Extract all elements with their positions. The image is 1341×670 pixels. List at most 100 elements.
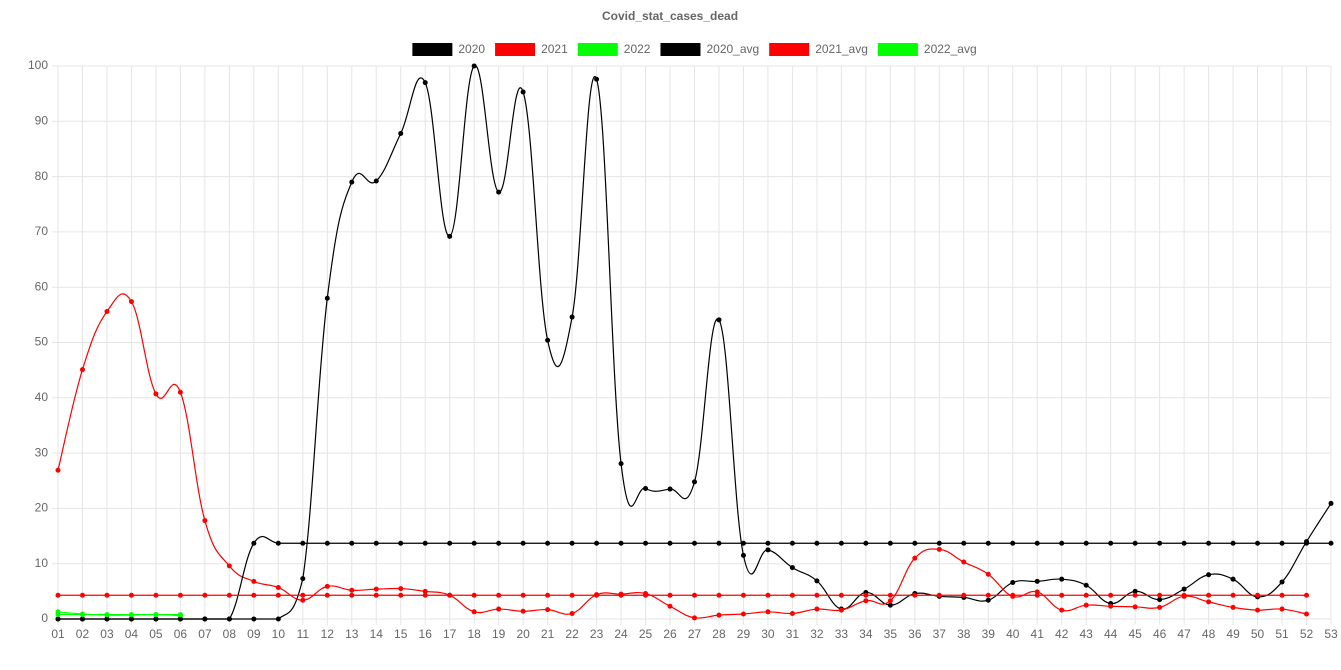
x-tick-label: 46 <box>1153 627 1167 641</box>
data-point <box>765 609 771 615</box>
data-point <box>667 592 673 598</box>
data-point <box>1157 597 1163 603</box>
data-point <box>226 563 232 569</box>
data-point <box>912 555 918 561</box>
x-tick-label: 05 <box>149 627 163 641</box>
x-tick-label: 31 <box>786 627 800 641</box>
data-point <box>1108 603 1114 609</box>
data-point <box>349 592 355 598</box>
data-point <box>300 597 306 603</box>
data-point <box>177 616 183 622</box>
data-point <box>1206 572 1212 578</box>
legend-label: 2020_avg <box>706 42 759 56</box>
data-point <box>471 609 477 615</box>
data-point <box>1132 540 1138 546</box>
data-point <box>471 63 477 69</box>
data-point <box>226 616 232 622</box>
data-point <box>985 592 991 598</box>
data-point <box>1157 540 1163 546</box>
data-point <box>740 540 746 546</box>
data-point <box>545 337 551 343</box>
y-tick-label: 80 <box>35 169 49 183</box>
x-tick-label: 06 <box>174 627 188 641</box>
data-point <box>863 592 869 598</box>
data-point <box>422 540 428 546</box>
x-tick-label: 13 <box>345 627 359 641</box>
data-point <box>1083 540 1089 546</box>
x-tick-label: 14 <box>370 627 384 641</box>
x-tick-label: 24 <box>614 627 628 641</box>
data-point <box>153 616 159 622</box>
data-point <box>153 612 159 618</box>
x-tick-label: 37 <box>933 627 947 641</box>
data-point <box>716 317 722 323</box>
data-point <box>520 89 526 95</box>
data-point <box>1059 576 1065 582</box>
data-point <box>128 592 134 598</box>
legend-label: 2021_avg <box>815 42 868 56</box>
data-point <box>618 461 624 467</box>
data-point <box>569 592 575 598</box>
y-tick-label: 40 <box>35 390 49 404</box>
data-point <box>936 592 942 598</box>
data-point <box>765 540 771 546</box>
data-point <box>324 295 330 301</box>
data-point <box>985 597 991 603</box>
data-point <box>667 486 673 492</box>
data-point <box>912 540 918 546</box>
x-tick-label: 21 <box>541 627 555 641</box>
data-point <box>177 612 183 618</box>
data-point <box>961 592 967 598</box>
data-point <box>667 603 673 609</box>
data-point <box>300 592 306 598</box>
data-point <box>496 606 502 612</box>
legend-swatch <box>577 43 618 56</box>
data-point <box>1181 592 1187 598</box>
data-point <box>838 607 844 613</box>
data-point <box>692 540 697 546</box>
data-point <box>471 540 477 546</box>
data-point <box>422 80 428 86</box>
data-point <box>496 540 502 546</box>
data-point <box>1230 540 1236 546</box>
data-point <box>79 592 85 598</box>
data-point <box>765 592 771 598</box>
legend-label: 2022_avg <box>924 42 977 56</box>
data-point <box>1157 604 1163 610</box>
data-point <box>422 588 428 594</box>
data-point <box>349 587 355 593</box>
data-point <box>545 540 551 546</box>
data-point <box>643 592 649 598</box>
y-tick-label: 50 <box>35 335 49 349</box>
series-line <box>58 65 1332 620</box>
data-point <box>1328 500 1334 506</box>
data-point <box>1059 540 1065 546</box>
x-tick-label: 23 <box>590 627 604 641</box>
data-point <box>275 540 281 546</box>
legend-label: 2022 <box>624 42 651 56</box>
data-point <box>373 592 379 598</box>
data-point <box>324 592 330 598</box>
x-tick-label: 25 <box>639 627 653 641</box>
data-point <box>177 592 183 598</box>
data-point <box>1279 579 1285 585</box>
data-point <box>1010 592 1016 598</box>
x-tick-label: 48 <box>1202 627 1216 641</box>
data-point <box>104 612 110 618</box>
x-tick-label: 49 <box>1226 627 1240 641</box>
x-tick-label: 28 <box>712 627 726 641</box>
data-point <box>789 592 795 598</box>
legend-swatch <box>877 43 918 56</box>
data-point <box>1255 607 1261 613</box>
data-point <box>349 179 355 185</box>
y-tick-label: 60 <box>35 279 49 293</box>
x-tick-label: 33 <box>835 627 849 641</box>
data-point <box>373 586 379 592</box>
data-point <box>55 467 61 473</box>
data-point <box>275 592 281 598</box>
data-point <box>1132 592 1138 598</box>
data-point <box>226 592 232 598</box>
data-point <box>1206 540 1212 546</box>
data-point <box>1279 540 1285 546</box>
x-tick-label: 38 <box>957 627 971 641</box>
